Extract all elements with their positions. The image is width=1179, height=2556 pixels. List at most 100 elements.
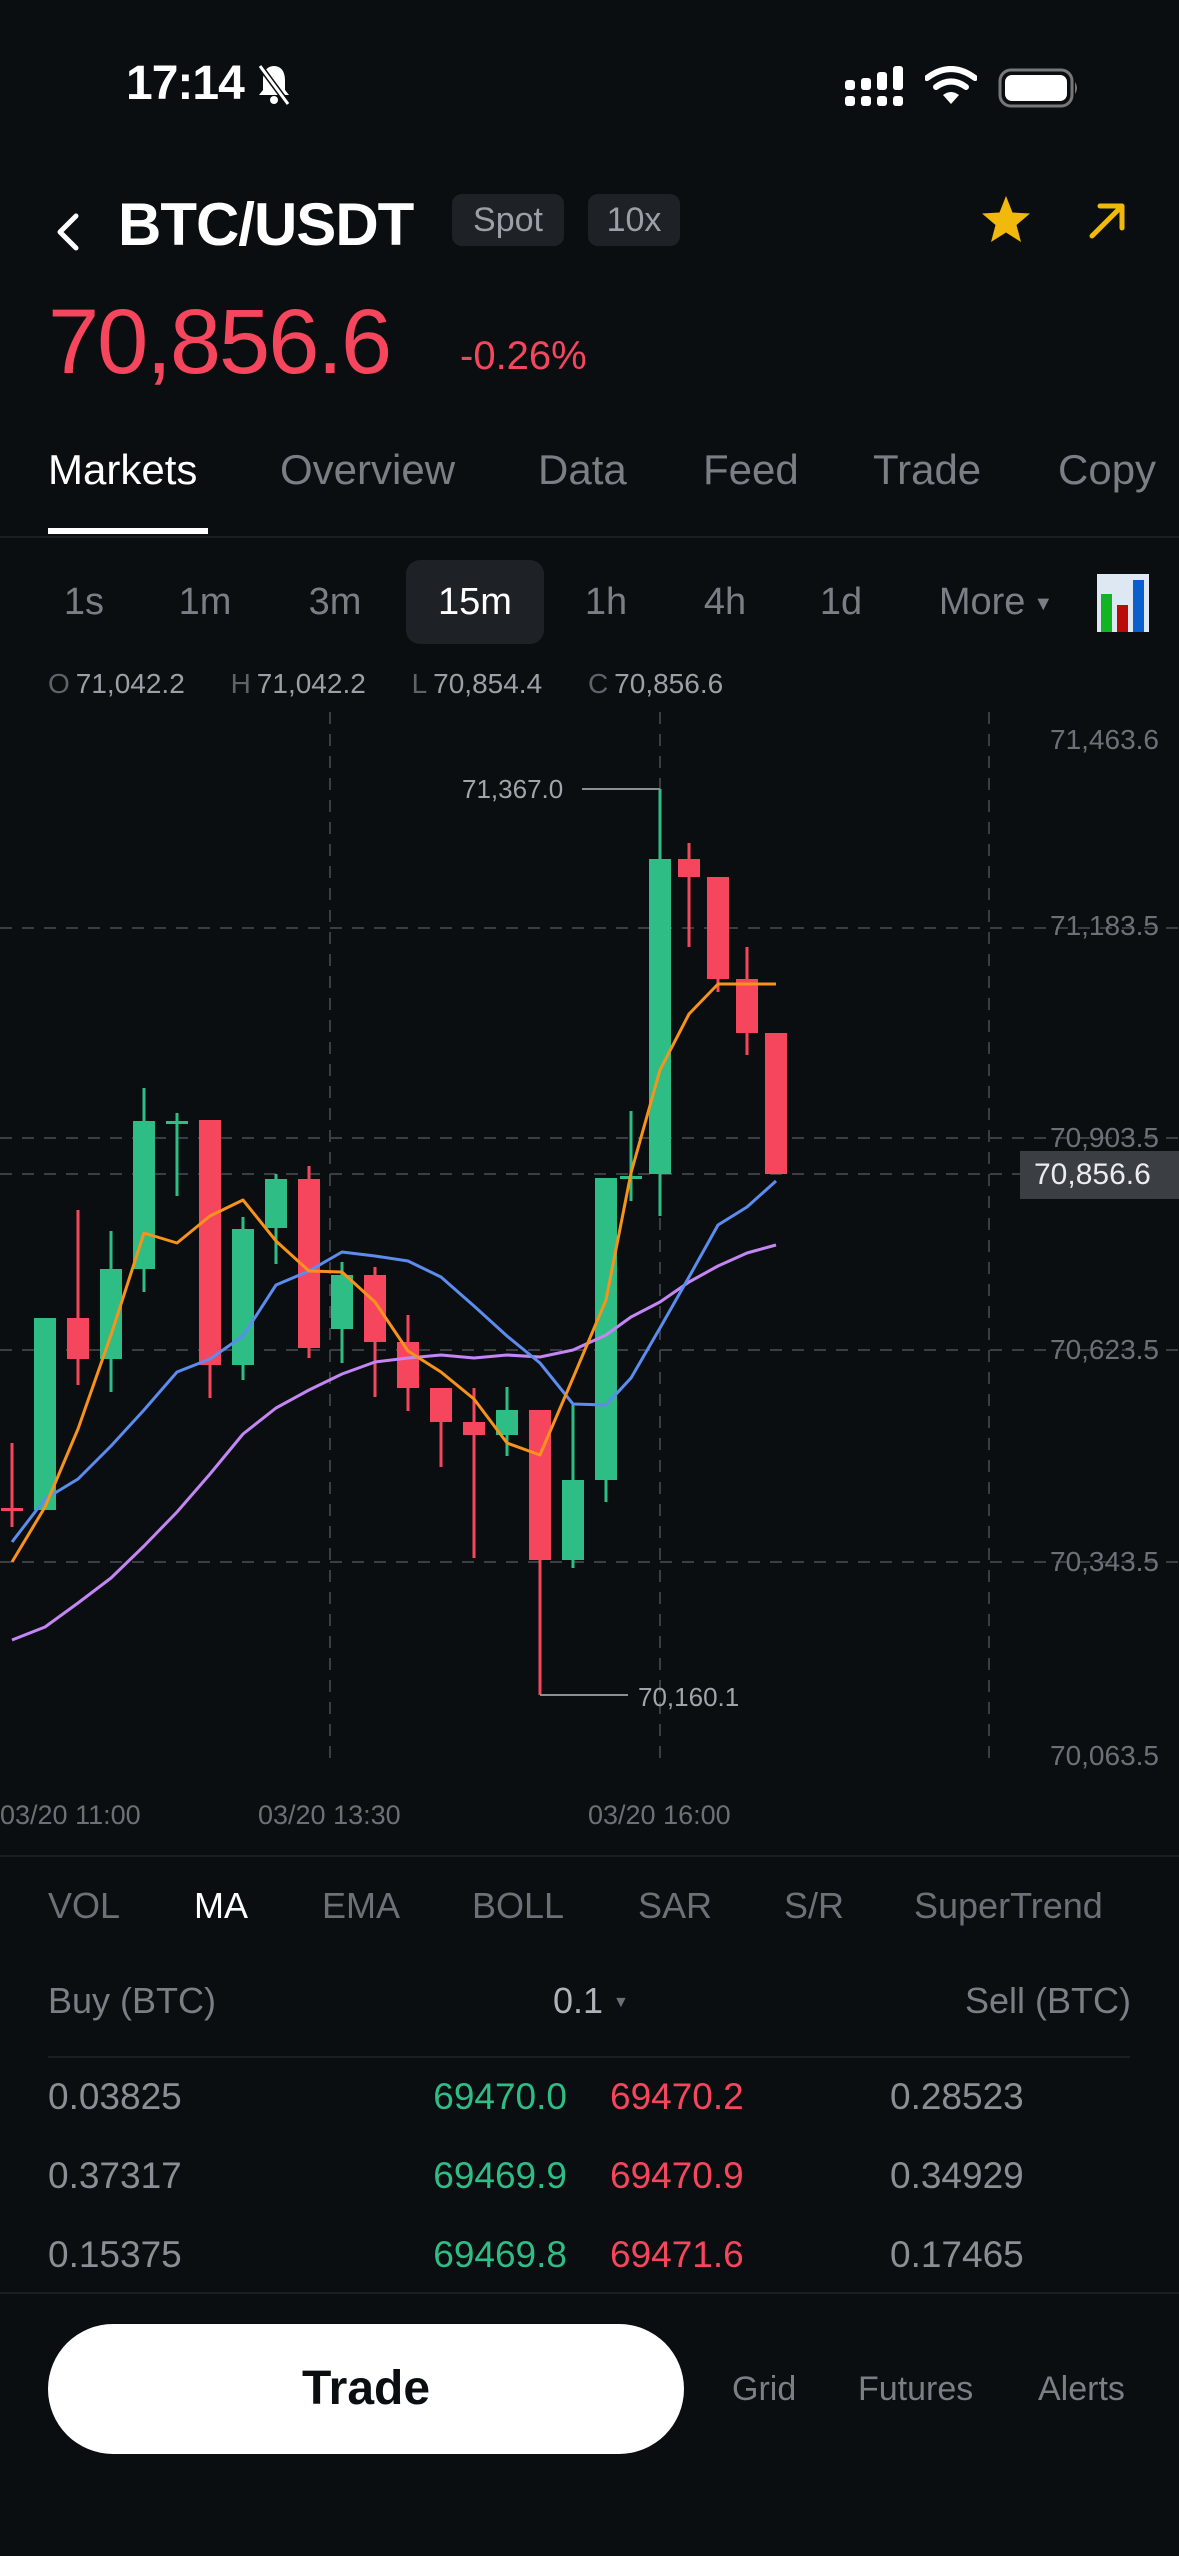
candle[interactable] — [199, 1120, 221, 1365]
pair-header: BTC/USDT Spot 10x — [0, 180, 1179, 280]
tab-copy[interactable]: Copy — [1058, 446, 1157, 493]
high-value: 71,042.2 — [256, 668, 366, 699]
indicator-ema[interactable]: EMA — [322, 1885, 401, 1926]
candle[interactable] — [430, 1388, 452, 1422]
last-price: 70,856.6 — [48, 291, 392, 393]
y-tick-label: 70,623.5 — [1050, 1334, 1159, 1365]
bid-price[interactable]: 69469.8 — [433, 2234, 567, 2275]
back-chevron-icon[interactable] — [48, 204, 84, 260]
ask-price[interactable]: 69470.2 — [610, 2076, 744, 2117]
indicator-tabs: VOL MA EMA BOLL SAR S/R SuperTrend — [0, 1855, 1179, 1955]
ask-price[interactable]: 69471.6 — [610, 2234, 744, 2275]
active-tab-indicator — [48, 528, 208, 534]
interval-4h[interactable]: 4h — [703, 581, 747, 623]
grid-link[interactable]: Grid — [732, 2370, 797, 2408]
candle[interactable] — [707, 877, 729, 979]
main-tabs: Markets Overview Data Feed Trade Copy — [0, 440, 1179, 538]
open-label: O — [48, 668, 70, 699]
interval-more[interactable]: More ▼ — [926, 560, 1066, 644]
indicator-ma[interactable]: MA — [194, 1885, 248, 1926]
high-marker-label: 71,367.0 — [462, 774, 564, 804]
tab-overview[interactable]: Overview — [280, 446, 456, 493]
candle[interactable] — [1, 1508, 23, 1511]
chart-canvas[interactable] — [0, 700, 1179, 1800]
bid-price[interactable]: 69470.0 — [433, 2076, 567, 2117]
candle[interactable] — [331, 1275, 353, 1329]
order-book-header: Buy (BTC) 0.1 ▼ Sell (BTC) — [0, 1980, 1179, 2040]
ma2-line — [10, 1179, 778, 1543]
interval-selector: 1s 1m 3m 15m 1h 4h 1d More ▼ — [0, 560, 1179, 650]
order-book-row: 0.03825 69470.0 69470.2 0.28523 — [0, 2076, 1179, 2156]
indicator-sar[interactable]: SAR — [638, 1885, 713, 1926]
low-marker-label: 70,160.1 — [638, 1682, 740, 1712]
candle[interactable] — [364, 1275, 386, 1342]
candle[interactable] — [34, 1318, 56, 1510]
interval-15m[interactable]: 15m — [406, 560, 544, 644]
ask-quantity: 0.28523 — [890, 2076, 1024, 2117]
low-value: 70,854.4 — [433, 668, 543, 699]
indicator-sr[interactable]: S/R — [784, 1885, 845, 1926]
divider — [48, 2056, 1130, 2058]
tab-markets[interactable]: Markets — [48, 446, 198, 493]
interval-3m[interactable]: 3m — [308, 581, 362, 623]
star-icon[interactable] — [978, 192, 1034, 248]
ask-price[interactable]: 69470.9 — [610, 2155, 744, 2196]
x-tick-label: 03/20 13:30 — [258, 1800, 401, 1830]
interval-1d[interactable]: 1d — [819, 581, 863, 623]
futures-link[interactable]: Futures — [858, 2370, 974, 2408]
candle[interactable] — [166, 1121, 188, 1124]
candle[interactable] — [736, 979, 758, 1033]
tab-feed[interactable]: Feed — [703, 446, 799, 493]
candle[interactable] — [562, 1480, 584, 1560]
interval-1m[interactable]: 1m — [178, 581, 232, 623]
candle[interactable] — [529, 1410, 551, 1560]
ohlc-readout: O 71,042.2 H 71,042.2 L 70,854.4 C 70,856.6 — [48, 668, 761, 700]
y-tick-label: 71,183.5 — [1050, 910, 1159, 941]
arrow-up-right-icon[interactable] — [1086, 198, 1130, 242]
low-label: L — [411, 668, 428, 699]
order-book-row: 0.15375 69469.8 69471.6 0.17465 — [0, 2234, 1179, 2314]
candle[interactable] — [67, 1318, 89, 1359]
pair-title: BTC/USDT — [118, 191, 414, 258]
spot-tag: Spot — [452, 194, 564, 246]
interval-more-label: More — [938, 581, 1026, 623]
y-tick-label: 70,063.5 — [1050, 1740, 1159, 1771]
alerts-link[interactable]: Alerts — [1038, 2370, 1125, 2408]
tab-trade[interactable]: Trade — [873, 446, 982, 493]
y-tick-label: 70,903.5 — [1050, 1122, 1159, 1153]
candle[interactable] — [649, 859, 671, 1174]
tab-data[interactable]: Data — [538, 446, 627, 493]
candle[interactable] — [463, 1422, 485, 1435]
close-label: C — [587, 668, 609, 699]
bid-price[interactable]: 69469.9 — [433, 2155, 567, 2196]
indicator-vol[interactable]: VOL — [48, 1885, 121, 1926]
battery-icon — [998, 68, 1077, 108]
candle[interactable] — [496, 1410, 518, 1435]
wifi-icon — [925, 66, 977, 104]
interval-1s[interactable]: 1s — [63, 581, 105, 623]
indicator-boll[interactable]: BOLL — [472, 1885, 565, 1926]
candle[interactable] — [100, 1269, 122, 1359]
close-value: 70,856.6 — [614, 668, 724, 699]
interval-1h[interactable]: 1h — [584, 581, 628, 623]
ma1-line — [10, 982, 776, 1563]
divider — [0, 2292, 1179, 2294]
candle[interactable] — [765, 1033, 787, 1174]
precision-select[interactable]: 0.1 ▼ — [553, 1980, 629, 2022]
candlestick-chart[interactable]: 71,463.6 71,183.5 70,903.5 70,623.5 70,3… — [0, 700, 1179, 1830]
y-tick-label: 70,343.5 — [1050, 1546, 1159, 1577]
bar-chart-icon[interactable] — [1097, 574, 1149, 632]
candle[interactable] — [265, 1179, 287, 1228]
status-bar: 17:14 — [0, 0, 1179, 150]
order-book-row: 0.37317 69469.9 69470.9 0.34929 — [0, 2155, 1179, 2235]
precision-value: 0.1 — [553, 1980, 604, 2021]
bid-quantity: 0.37317 — [48, 2155, 182, 2196]
candle[interactable] — [298, 1179, 320, 1348]
price-change-percent: -0.26% — [460, 334, 587, 378]
candle[interactable] — [232, 1229, 254, 1365]
candle[interactable] — [133, 1121, 155, 1269]
ask-quantity: 0.17465 — [890, 2234, 1024, 2275]
trade-button[interactable]: Trade — [48, 2324, 684, 2454]
indicator-supertrend[interactable]: SuperTrend — [914, 1885, 1103, 1926]
candle[interactable] — [678, 859, 700, 877]
